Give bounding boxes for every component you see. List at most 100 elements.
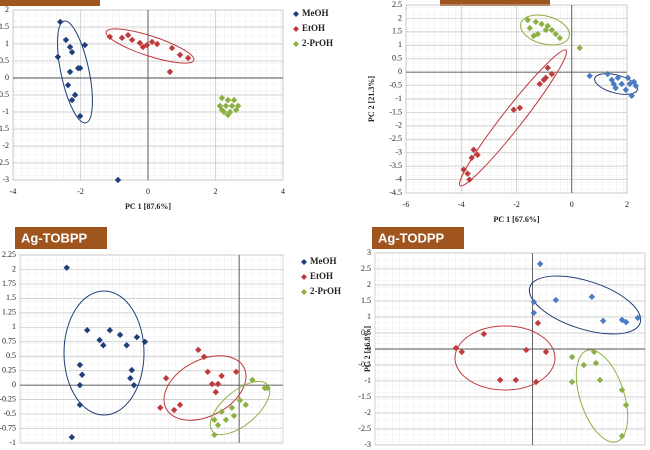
y-tick-label: 0.5 — [361, 328, 371, 337]
data-point — [523, 346, 530, 354]
legend-label: EtOH — [302, 23, 325, 33]
data-point — [71, 91, 79, 99]
data-point — [526, 24, 533, 32]
data-point — [228, 404, 236, 411]
chart-title: Ag-TOBPP — [21, 230, 88, 245]
data-point — [592, 359, 600, 367]
data-point — [136, 39, 144, 47]
y-tick-label: -0.5 — [358, 360, 371, 369]
y-tick-label: 1 — [398, 40, 402, 49]
data-point — [184, 54, 192, 62]
data-point — [576, 44, 583, 52]
data-point — [608, 76, 616, 84]
y-tick-label: -2 — [2, 141, 9, 150]
data-point — [524, 16, 532, 24]
data-point — [242, 401, 249, 409]
y-tick-label: -1.5 — [389, 107, 402, 116]
data-point — [610, 80, 617, 88]
data-point — [195, 346, 202, 354]
data-point — [123, 342, 130, 349]
data-point — [542, 348, 550, 356]
data-point — [208, 380, 216, 388]
legend-marker — [293, 41, 299, 47]
y-tick-label: 1.25 — [2, 308, 16, 317]
data-point — [116, 331, 124, 339]
y-tick-label: 1.5 — [392, 27, 402, 36]
y-tick-label: 0.5 — [6, 351, 16, 360]
data-point — [106, 33, 114, 41]
data-point — [218, 94, 226, 102]
data-point — [536, 260, 544, 268]
data-point — [66, 43, 74, 51]
data-point — [68, 48, 76, 56]
cluster-ellipse — [105, 28, 195, 64]
data-point — [124, 31, 132, 39]
data-point — [628, 92, 635, 99]
data-point — [474, 151, 481, 159]
data-point — [532, 378, 540, 386]
data-point — [618, 386, 626, 394]
data-point — [74, 64, 82, 72]
data-point — [614, 74, 622, 81]
data-point — [100, 342, 107, 349]
x-tick-label: -4 — [458, 200, 465, 209]
legend-label: EtOH — [310, 271, 333, 281]
data-point — [599, 317, 607, 325]
data-point — [176, 401, 184, 409]
legend-label: 2-PrOH — [302, 38, 333, 48]
y-axis-label: PC 2 [16.8%] — [363, 326, 372, 372]
title-box — [440, 0, 550, 6]
data-point — [596, 376, 604, 384]
data-point — [548, 70, 556, 78]
data-point — [200, 353, 208, 361]
title-box — [0, 0, 100, 6]
y-tick-label: -3 — [364, 440, 371, 449]
data-point — [166, 68, 174, 76]
legend-marker — [301, 259, 307, 265]
data-point — [139, 43, 147, 51]
data-point — [590, 348, 598, 356]
data-point — [204, 368, 211, 376]
data-point — [222, 416, 230, 424]
data-point — [76, 361, 84, 369]
data-point — [586, 72, 593, 80]
data-point — [466, 176, 473, 183]
y-tick-label: 0 — [5, 73, 9, 82]
data-point — [622, 401, 630, 409]
cluster-ellipse — [163, 355, 247, 421]
data-point — [622, 86, 630, 94]
plot-area — [19, 254, 284, 444]
y-tick-label: 0.75 — [2, 337, 16, 346]
data-point — [220, 108, 228, 116]
data-point — [618, 80, 625, 88]
y-tick-label: 1.5 — [0, 22, 9, 31]
x-axis-label: PC 1 [87.6%] — [125, 202, 171, 211]
data-point — [512, 376, 520, 384]
data-point — [62, 36, 70, 44]
legend-label: MeOH — [302, 8, 329, 18]
chart-title: Ag-TODPP — [378, 230, 445, 245]
y-tick-label: 2 — [367, 280, 371, 289]
data-point — [556, 34, 564, 42]
data-point — [604, 70, 611, 78]
data-point — [141, 338, 149, 345]
data-point — [232, 106, 240, 114]
y-tick-label: -2.5 — [389, 134, 402, 143]
data-point — [470, 146, 477, 153]
data-point — [552, 296, 560, 304]
data-point — [76, 381, 84, 389]
data-point — [618, 432, 626, 440]
data-point — [128, 366, 135, 374]
data-point — [211, 416, 218, 424]
cluster-ellipse — [63, 290, 145, 416]
data-point — [568, 378, 576, 386]
y-tick-label: 1 — [367, 312, 371, 321]
data-point — [534, 319, 542, 327]
data-point — [170, 406, 178, 414]
data-point — [78, 371, 86, 378]
data-point — [84, 327, 91, 334]
data-point — [153, 40, 161, 48]
x-tick-label: 0 — [146, 187, 150, 196]
data-point — [133, 333, 141, 341]
y-tick-label: -0.5 — [389, 80, 402, 89]
